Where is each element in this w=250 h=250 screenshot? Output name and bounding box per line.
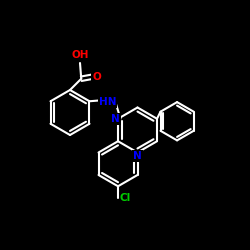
Text: N: N bbox=[133, 151, 142, 161]
Text: OH: OH bbox=[71, 50, 89, 60]
Text: HN: HN bbox=[99, 97, 116, 108]
Text: N: N bbox=[111, 114, 120, 124]
Text: Cl: Cl bbox=[120, 192, 131, 202]
Text: O: O bbox=[92, 72, 101, 82]
